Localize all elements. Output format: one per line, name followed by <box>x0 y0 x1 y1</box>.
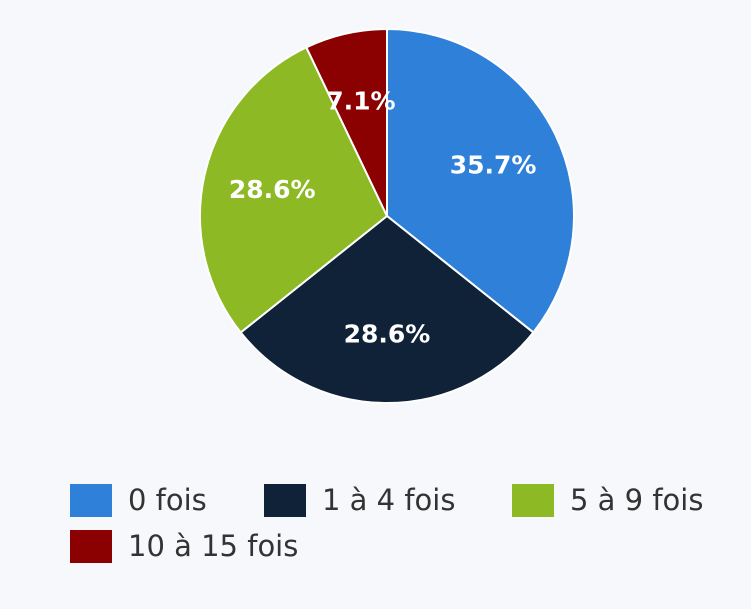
pie-slice-1-a-4-fois[interactable] <box>239 214 535 404</box>
legend-swatch-5-a-9-fois <box>512 483 554 517</box>
legend-label-5-a-9-fois: 5 à 9 fois <box>570 483 704 517</box>
data-label-0-fois: 35.7% <box>450 150 537 179</box>
legend-label-0-fois: 0 fois <box>128 483 207 517</box>
pie-slice-0-fois[interactable] <box>386 27 575 334</box>
legend-swatch-1-a-4-fois <box>264 483 306 517</box>
legend-label-10-a-15-fois: 10 à 15 fois <box>128 529 299 563</box>
legend-item-5-a-9-fois[interactable]: 5 à 9 fois <box>512 480 703 520</box>
pie-slice-labels: 35.7% 28.6% 28.6% 7.1% <box>229 87 537 349</box>
data-label-10-a-15-fois: 7.1% <box>326 87 395 116</box>
data-label-5-a-9-fois: 28.6% <box>229 175 316 204</box>
legend-item-1-a-4-fois[interactable]: 1 à 4 fois <box>264 480 455 520</box>
pie-slices <box>199 27 575 404</box>
legend-label-1-a-4-fois: 1 à 4 fois <box>322 483 456 517</box>
legend-item-10-a-15-fois[interactable]: 10 à 15 fois <box>70 526 298 566</box>
data-label-1-a-4-fois: 28.6% <box>344 319 431 348</box>
legend-swatch-10-a-15-fois <box>70 529 112 563</box>
pie-slice-10-a-15-fois[interactable] <box>304 27 388 217</box>
legend-item-0-fois[interactable]: 0 fois <box>70 480 207 520</box>
legend-swatch-0-fois <box>70 483 112 517</box>
